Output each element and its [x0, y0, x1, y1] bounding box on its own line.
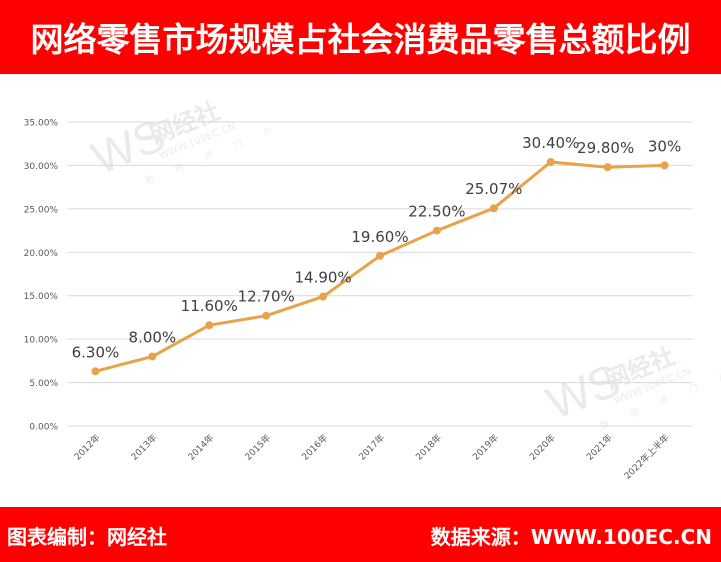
- y-tick-label: 35.00%: [24, 119, 59, 129]
- data-label: 14.90%: [294, 269, 351, 287]
- x-tick-label: 2018年: [413, 432, 444, 463]
- y-tick-label: 15.00%: [24, 292, 59, 302]
- y-tick-label: 0.00%: [29, 423, 58, 433]
- data-point-marker: [432, 226, 441, 235]
- y-axis-ticks: 0.00% 5.00% 10.00% 15.00% 20.00% 25.00% 30.00%…: [24, 119, 59, 433]
- x-tick-label: 2019年: [470, 432, 501, 463]
- chart-title: 网络零售市场规模占社会消费品零售总额比例: [30, 20, 691, 59]
- data-labels: 6.30% 8.00%11.60%12.70%14.90% 19.60%22.50%…: [72, 134, 682, 361]
- x-tick-label: 2021年: [584, 432, 615, 463]
- data-point-marker: [603, 163, 612, 172]
- x-tick-label: 2014年: [185, 432, 216, 463]
- data-label: 30.40%: [522, 134, 579, 152]
- x-tick-label: 2013年: [128, 432, 159, 463]
- y-tick-label: 25.00%: [24, 205, 59, 215]
- footer-band: 图表编制：网经社 数据来源：WWW.100EC.CN: [0, 507, 721, 562]
- data-label: 30%: [648, 137, 681, 155]
- x-tick-label: 2020年: [527, 432, 558, 463]
- series-line: [95, 160, 665, 373]
- data-point-marker: [262, 311, 271, 320]
- data-point-marker: [546, 157, 555, 166]
- data-point-marker: [319, 292, 328, 301]
- x-axis-ticks: 2012年 2013年 2014年 2015年 2016年 2017年 2018年 2019年…: [72, 432, 672, 482]
- x-tick-label: 2017年: [356, 432, 387, 463]
- data-point-marker: [376, 251, 384, 260]
- data-point-marker: [148, 352, 157, 361]
- data-point-marker: [205, 321, 214, 330]
- data-label: 11.60%: [181, 297, 238, 315]
- data-label: 12.70%: [238, 288, 295, 306]
- data-label: 25.07%: [465, 180, 522, 198]
- data-label: 8.00%: [129, 329, 177, 347]
- x-tick-label: 2015年: [242, 432, 273, 463]
- y-tick-label: 5.00%: [29, 379, 58, 389]
- y-tick-label: 20.00%: [24, 249, 59, 259]
- gridlines: [67, 121, 693, 427]
- x-tick-label: 2012年: [72, 432, 103, 463]
- data-label: 6.30%: [72, 343, 120, 361]
- title-band: 网络零售市场规模占社会消费品零售总额比例: [0, 0, 721, 74]
- data-source: 数据来源：WWW.100EC.CN: [430, 525, 712, 549]
- y-tick-label: 10.00%: [24, 336, 59, 346]
- data-point-marker: [91, 367, 100, 376]
- y-tick-label: 30.00%: [24, 162, 59, 172]
- data-point-marker: [489, 204, 498, 213]
- data-point-marker: [660, 161, 669, 170]
- data-label: 29.80%: [577, 139, 634, 157]
- data-label: 22.50%: [408, 203, 465, 221]
- data-series: [91, 157, 669, 376]
- x-tick-label: 2022年上半年: [622, 432, 672, 482]
- chart-credit: 图表编制：网经社: [7, 525, 167, 549]
- data-label: 19.60%: [351, 228, 408, 246]
- x-tick-label: 2016年: [299, 432, 330, 463]
